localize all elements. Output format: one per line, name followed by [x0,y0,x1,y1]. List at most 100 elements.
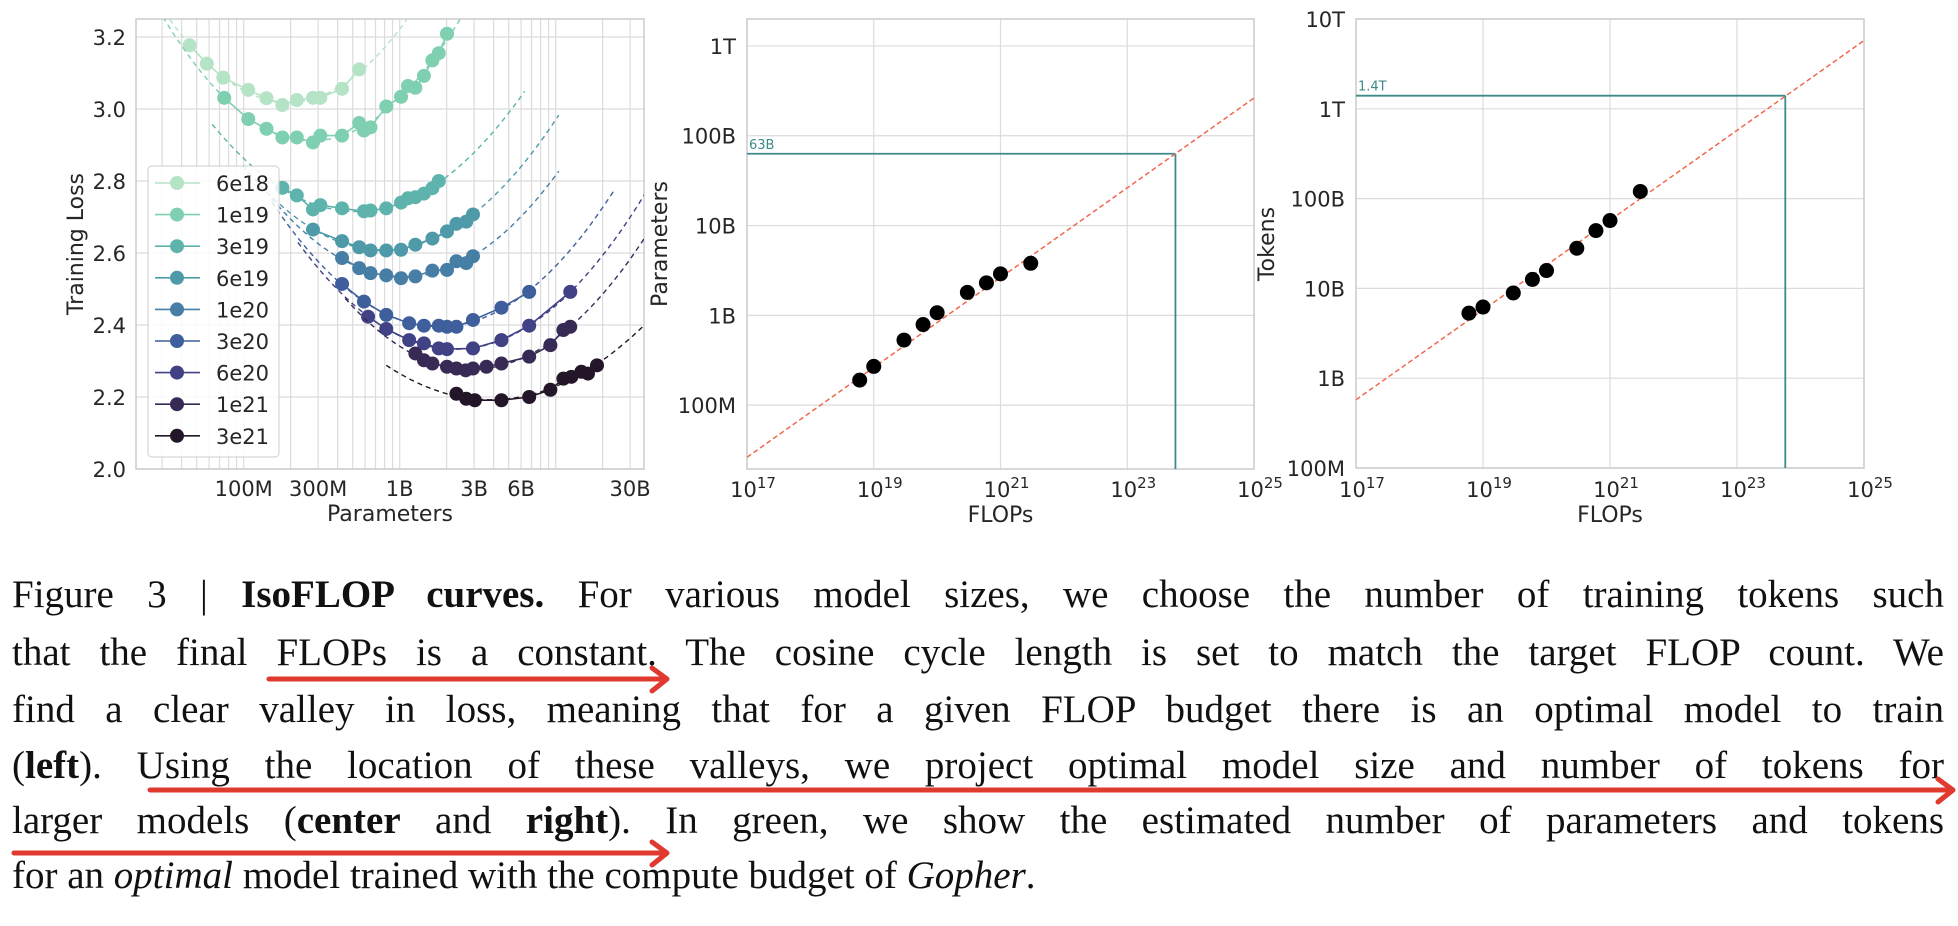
data-point [425,356,440,371]
data-point [259,121,274,136]
data-point [467,393,482,408]
data-point [416,318,431,333]
caption-text: ( [12,744,25,787]
tick-base: 10 [1237,478,1264,502]
figure-3-charts: 2.0 2.2 2.4 2.6 2.8 3.0 3.2 100M 300M 1B 3B 6B 30B 6e… [64,8,1893,528]
tick-base: 10 [1593,478,1620,502]
legend-item-1e21: 1e21 [155,393,269,417]
legend-label: 3e21 [216,425,269,449]
data-point [929,305,945,321]
tick-exponent: 25 [1264,474,1283,492]
x-tick-label: 3B [460,477,488,501]
x-tick-label: 1025 [1237,474,1283,502]
data-point [275,130,290,145]
legend-marker [170,239,184,254]
data-point [352,62,367,77]
legend-marker [170,176,184,190]
x-tick-label: 1017 [1339,474,1385,502]
y-tick-label: 2.2 [93,386,126,410]
data-point [394,271,409,286]
marks-layer [1356,39,1864,468]
data-point [379,321,394,336]
y-tick-label: 100B [1291,188,1346,212]
x-tick-label: 1017 [730,474,776,502]
x-axis-label: FLOPs [968,503,1034,528]
legend-marker [170,207,184,222]
caption-text: model trained with the compute budget of [232,854,907,897]
caption-text: . [1025,854,1036,897]
y-tick-label: 100M [1287,457,1345,481]
legend-label: 3e20 [216,330,269,354]
data-point [305,222,320,237]
y-tick-label: 100B [682,125,737,149]
caption-bold-text: right [525,799,609,842]
tick-base: 10 [1720,478,1747,502]
y-axis-label: Parameters [648,181,673,307]
data-point [580,366,595,381]
data-point [978,275,994,291]
tick-exponent: 17 [757,474,776,492]
data-point [335,276,350,291]
tick-base: 10 [1466,478,1493,502]
legend-box [147,165,280,458]
data-point [465,341,480,356]
caption-line: (left). Using the location of these vall… [12,741,1944,791]
data-point [363,243,378,258]
data-point [959,284,975,300]
data-point [1588,223,1604,239]
data-point [1569,240,1585,256]
caption-bold-text: center [296,799,401,842]
data-point [522,390,537,404]
legend: 6e18 1e19 3e19 6e19 1e20 3e20 6e20 1e21 3e21 [147,165,280,458]
data-point [431,46,446,61]
tick-base: 10 [1110,478,1137,502]
data-point [379,99,394,114]
data-point [993,266,1008,282]
x-tick-label: 1023 [1720,474,1766,502]
series-layer [163,19,644,408]
data-point [361,309,376,324]
data-point [896,332,912,348]
data-point [494,393,509,408]
data-point [522,349,537,364]
y-tick-label: 1B [1317,367,1345,391]
tokens-vs-flops-chart: 1017 1019 1021 1023 1025100M1B10B100B1T10T1.… [1255,8,1893,528]
legend-item-1e20: 1e20 [155,298,269,322]
caption-line: Figure 3 | IsoFLOP curves. For various m… [12,570,1944,620]
series-6e20 [297,194,644,357]
data-point [408,80,423,95]
data-point [563,284,578,299]
data-point [1524,271,1540,287]
data-point [394,89,409,104]
data-point [522,318,537,333]
data-point [425,231,440,246]
data-point [465,312,480,327]
data-point [335,201,350,216]
data-point [216,70,231,85]
data-point [402,333,417,348]
x-tick-label: 30B [610,477,651,501]
data-point [335,81,350,96]
tick-exponent: 23 [1747,474,1766,492]
tick-base: 10 [1339,478,1366,502]
series-1e19 [163,19,462,150]
caption-text: that the final FLOPs is a constant. The … [12,631,1944,674]
data-point [1475,299,1491,315]
data-point [852,372,868,388]
series-6e19 [242,114,560,258]
x-tick-label: 1021 [1593,474,1639,502]
data-point [543,338,558,353]
caption-line: larger models (center and right). In gre… [12,796,1944,846]
projection-label: 63B [749,138,774,153]
caption-text: ). Using the location of these valleys, … [79,744,1944,787]
y-tick-label: 3.2 [93,26,126,50]
legend-marker [170,397,184,412]
data-point [335,251,350,266]
data-point [352,261,367,276]
data-point [563,319,578,334]
x-tick-label: 100M [215,477,273,501]
tick-exponent: 23 [1137,474,1156,492]
data-point [241,112,256,127]
legend-label: 1e19 [216,204,269,228]
legend-label: 1e21 [216,393,269,417]
